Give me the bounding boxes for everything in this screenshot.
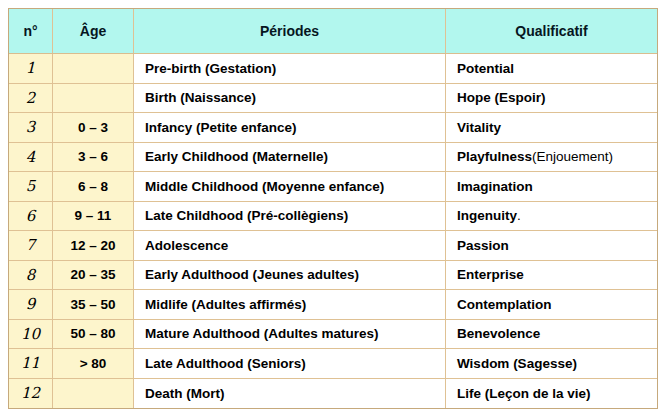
- table-row: 5 6 – 8 Middle Childhood (Moyenne enfanc…: [9, 172, 657, 202]
- cell-number: 8: [9, 261, 53, 290]
- cell-age: 50 – 80: [53, 320, 134, 349]
- cell-periode: Mature Adulthood (Adultes matures): [134, 320, 446, 349]
- table-row: 2 Birth (Naissance) Hope (Espoir): [9, 84, 657, 114]
- cell-periode: Late Childhood (Pré-collègiens): [134, 202, 446, 231]
- table-row: 11 > 80 Late Adulthood (Seniors) Wisdom …: [9, 349, 657, 379]
- qualificatif-main-text: Enterprise: [457, 267, 524, 282]
- qualificatif-suffix-text: .: [517, 208, 521, 223]
- qualificatif-main-text: Potential: [457, 61, 514, 76]
- cell-age: 3 – 6: [53, 143, 134, 172]
- cell-number: 4: [9, 143, 53, 172]
- qualificatif-main-text: Playfulness: [457, 149, 532, 164]
- qualificatif-main-text: Hope (Espoir): [457, 90, 546, 105]
- column-header-number: n°: [9, 9, 53, 53]
- table-row: 6 9 – 11 Late Childhood (Pré-collègiens)…: [9, 202, 657, 232]
- cell-qualificatif: Ingenuity.: [446, 202, 657, 231]
- qualificatif-main-text: Passion: [457, 238, 509, 253]
- cell-periode: Middle Childhood (Moyenne enfance): [134, 172, 446, 201]
- cell-qualificatif: Enterprise: [446, 261, 657, 290]
- cell-age: 12 – 20: [53, 231, 134, 260]
- cell-periode: Late Adulthood (Seniors): [134, 349, 446, 378]
- table-row: 1 Pre-birth (Gestation) Potential: [9, 54, 657, 84]
- column-header-periodes: Périodes: [134, 9, 446, 53]
- cell-number: 6: [9, 202, 53, 231]
- qualificatif-main-text: Life (Leçon de la vie): [457, 386, 591, 401]
- qualificatif-main-text: Contemplation: [457, 297, 552, 312]
- cell-number: 12: [9, 379, 53, 409]
- cell-number: 2: [9, 84, 53, 113]
- cell-qualificatif: Wisdom (Sagesse): [446, 349, 657, 378]
- cell-qualificatif: Playfulness (Enjouement): [446, 143, 657, 172]
- table-row: 9 35 – 50 Midlife (Adultes affirmés) Con…: [9, 290, 657, 320]
- cell-age: 0 – 3: [53, 113, 134, 142]
- cell-periode: Midlife (Adultes affirmés): [134, 290, 446, 319]
- table-row: 3 0 – 3 Infancy (Petite enfance) Vitalit…: [9, 113, 657, 143]
- table-row: 8 20 – 35 Early Adulthood (Jeunes adulte…: [9, 261, 657, 291]
- qualificatif-main-text: Wisdom (Sagesse): [457, 356, 577, 371]
- table-row: 4 3 – 6 Early Childhood (Maternelle) Pla…: [9, 143, 657, 173]
- cell-number: 3: [9, 113, 53, 142]
- cell-qualificatif: Imagination: [446, 172, 657, 201]
- cell-number: 10: [9, 320, 53, 349]
- cell-age: 6 – 8: [53, 172, 134, 201]
- table-header-row: n° Âge Périodes Qualificatif: [9, 9, 657, 54]
- cell-age: 20 – 35: [53, 261, 134, 290]
- cell-periode: Death (Mort): [134, 379, 446, 409]
- cell-age: [53, 379, 134, 409]
- qualificatif-main-text: Ingenuity: [457, 208, 517, 223]
- cell-number: 11: [9, 349, 53, 378]
- cell-qualificatif: Vitality: [446, 113, 657, 142]
- table-row: 10 50 – 80 Mature Adulthood (Adultes mat…: [9, 320, 657, 350]
- table-body: 1 Pre-birth (Gestation) Potential 2 Birt…: [9, 54, 657, 408]
- cell-age: [53, 84, 134, 113]
- cell-periode: Early Childhood (Maternelle): [134, 143, 446, 172]
- qualificatif-suffix-text: (Enjouement): [532, 149, 613, 164]
- cell-age: [53, 54, 134, 83]
- cell-age: > 80: [53, 349, 134, 378]
- cell-periode: Pre-birth (Gestation): [134, 54, 446, 83]
- cell-number: 7: [9, 231, 53, 260]
- qualificatif-main-text: Imagination: [457, 179, 533, 194]
- cell-periode: Adolescence: [134, 231, 446, 260]
- cell-qualificatif: Life (Leçon de la vie): [446, 379, 657, 409]
- column-header-qualificatif: Qualificatif: [446, 9, 657, 53]
- qualificatif-main-text: Vitality: [457, 120, 501, 135]
- cell-number: 5: [9, 172, 53, 201]
- cell-age: 35 – 50: [53, 290, 134, 319]
- cell-periode: Birth (Naissance): [134, 84, 446, 113]
- column-header-age: Âge: [53, 9, 134, 53]
- cell-qualificatif: Hope (Espoir): [446, 84, 657, 113]
- qualificatif-main-text: Benevolence: [457, 326, 540, 341]
- table-row: 7 12 – 20 Adolescence Passion: [9, 231, 657, 261]
- cell-number: 1: [9, 54, 53, 83]
- cell-qualificatif: Contemplation: [446, 290, 657, 319]
- cell-qualificatif: Benevolence: [446, 320, 657, 349]
- cell-periode: Infancy (Petite enfance): [134, 113, 446, 142]
- table-row: 12 Death (Mort) Life (Leçon de la vie): [9, 379, 657, 409]
- life-periods-table: n° Âge Périodes Qualificatif 1 Pre-birth…: [8, 8, 658, 409]
- cell-qualificatif: Potential: [446, 54, 657, 83]
- cell-number: 9: [9, 290, 53, 319]
- table-wrapper: n° Âge Périodes Qualificatif 1 Pre-birth…: [8, 8, 658, 409]
- cell-age: 9 – 11: [53, 202, 134, 231]
- cell-qualificatif: Passion: [446, 231, 657, 260]
- cell-periode: Early Adulthood (Jeunes adultes): [134, 261, 446, 290]
